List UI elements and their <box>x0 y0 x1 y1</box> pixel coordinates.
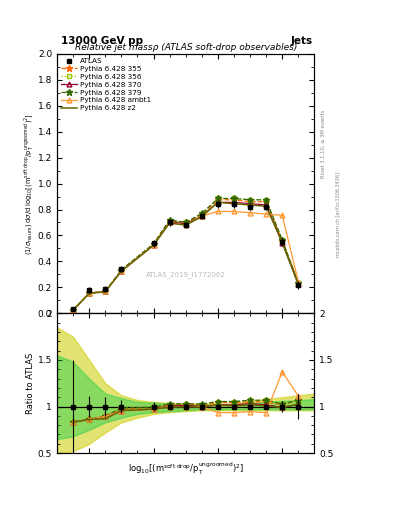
Legend: ATLAS, Pythia 6.428 355, Pythia 6.428 356, Pythia 6.428 370, Pythia 6.428 379, P: ATLAS, Pythia 6.428 355, Pythia 6.428 35… <box>59 55 154 114</box>
Y-axis label: $(1/\sigma_{\rm resum})$ d$\sigma$/d log$_{10}$[(m$^{\rm soft\ drop}$/p$_{\rm T}: $(1/\sigma_{\rm resum})$ d$\sigma$/d log… <box>23 113 37 254</box>
Title: Relative jet massρ (ATLAS soft-drop observables): Relative jet massρ (ATLAS soft-drop obse… <box>75 42 297 52</box>
Text: Rivet 3.1.10, ≥ 3M events: Rivet 3.1.10, ≥ 3M events <box>320 109 325 178</box>
X-axis label: log$_{10}$[(m$^{\rm soft\ drop}$/p$_{\rm T}^{\rm ungroomed}$)$^2$]: log$_{10}$[(m$^{\rm soft\ drop}$/p$_{\rm… <box>128 461 244 477</box>
Text: ATLAS_2019_I1772062: ATLAS_2019_I1772062 <box>146 271 226 278</box>
Text: Jets: Jets <box>290 36 312 46</box>
Text: 13000 GeV pp: 13000 GeV pp <box>61 36 143 46</box>
Y-axis label: Ratio to ATLAS: Ratio to ATLAS <box>26 353 35 414</box>
Text: mcplots.cern.ch [arXiv:1306.3436]: mcplots.cern.ch [arXiv:1306.3436] <box>336 173 341 258</box>
